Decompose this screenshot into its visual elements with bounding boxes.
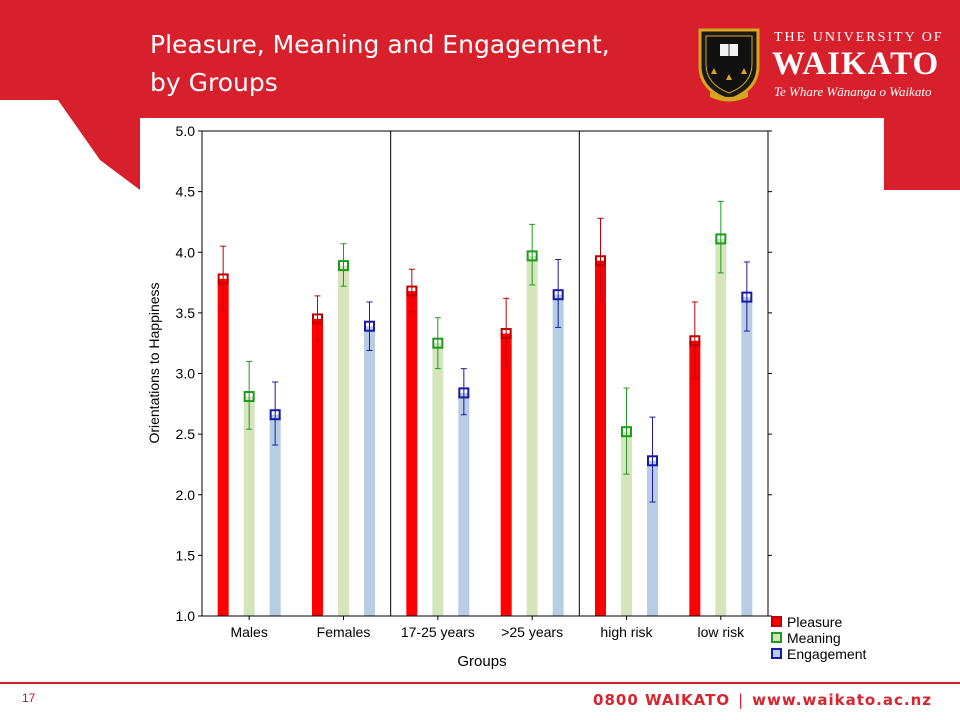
y-tick-label: 2.0 <box>176 487 196 503</box>
mean-marker <box>647 455 658 467</box>
footer-contact: 0800 WAIKATO | www.waikato.ac.nz <box>593 691 932 709</box>
slide-title: Pleasure, Meaning and Engagement, by Gro… <box>150 26 670 102</box>
x-tick-label: Females <box>317 624 371 640</box>
bar-meaning <box>715 238 727 616</box>
axis-layer: 1.0 1.5 2.0 2.5 3.0 3.5 4.0 4.5 5.0 Males Females 1… <box>176 123 772 640</box>
grid-layer <box>390 131 580 616</box>
mean-marker <box>217 273 229 285</box>
bar-chart: 1.0 1.5 2.0 2.5 3.0 3.5 4.0 4.5 5.0 Males Females 1… <box>146 123 867 670</box>
university-name-big: WAIKATO <box>772 46 940 82</box>
university-name-small: THE UNIVERSITY OF <box>774 30 944 45</box>
mean-marker <box>243 391 255 403</box>
x-tick-label: >25 years <box>501 624 563 640</box>
x-tick-label: 17-25 years <box>401 624 475 640</box>
university-logo: THE UNIVERSITY OF WAIKATO Te Whare Wānan… <box>696 26 946 106</box>
bar-meaning <box>621 431 632 616</box>
mean-marker <box>458 387 470 399</box>
mean-marker <box>715 233 727 245</box>
y-tick-label: 3.5 <box>176 305 196 321</box>
mean-marker <box>269 409 281 421</box>
bar-pleasure <box>312 318 323 616</box>
mean-marker <box>500 327 512 339</box>
mean-marker <box>552 289 564 301</box>
legend-swatch-meaning <box>771 632 782 643</box>
y-tick-label: 3.0 <box>176 366 196 382</box>
bar-engagement <box>552 294 564 616</box>
mean-marker <box>526 250 538 262</box>
y-tick-label: 1.0 <box>176 608 196 624</box>
footer-divider <box>0 682 960 684</box>
y-axis-label: Orientations to Happiness <box>146 282 162 443</box>
mean-marker <box>432 337 444 349</box>
chart-panel: 1.0 1.5 2.0 2.5 3.0 3.5 4.0 4.5 5.0 Males Females 1… <box>140 118 884 678</box>
university-crest-icon <box>698 28 760 102</box>
legend-swatch-pleasure <box>771 616 782 627</box>
bar-pleasure <box>217 278 229 616</box>
bar-engagement <box>364 326 375 616</box>
slide-title-line2: by Groups <box>150 68 278 97</box>
bar-pleasure <box>689 340 701 616</box>
bar-meaning <box>432 343 444 616</box>
mean-marker <box>741 291 753 303</box>
mean-marker <box>364 320 375 332</box>
mean-marker <box>312 313 323 325</box>
plot-frame <box>201 130 769 617</box>
footer-phone: 0800 WAIKATO <box>593 691 731 709</box>
mean-marker <box>689 335 701 347</box>
legend-label-engagement: Engagement <box>787 646 867 662</box>
mean-marker <box>406 285 418 297</box>
y-tick-label: 5.0 <box>176 123 196 139</box>
bar-engagement <box>458 392 470 616</box>
bar-pleasure <box>406 291 418 616</box>
bar-layer <box>217 200 753 616</box>
slide-title-line1: Pleasure, Meaning and Engagement, <box>150 30 610 59</box>
bar-engagement <box>741 297 753 616</box>
mean-marker <box>621 426 632 438</box>
x-tick-label: Males <box>230 624 267 640</box>
footer-separator: | <box>738 691 745 709</box>
bar-engagement <box>647 460 658 616</box>
legend-label-pleasure: Pleasure <box>787 614 842 630</box>
mean-marker <box>595 255 606 267</box>
mean-marker <box>338 260 349 272</box>
y-tick-label: 1.5 <box>176 547 196 563</box>
x-tick-label: low risk <box>697 624 745 640</box>
y-tick-label: 2.5 <box>176 426 196 442</box>
x-axis-label: Groups <box>457 653 506 670</box>
page-number: 17 <box>22 691 36 705</box>
y-tick-label: 4.0 <box>176 244 196 260</box>
footer-url[interactable]: www.waikato.ac.nz <box>752 691 932 709</box>
bar-pleasure <box>500 333 512 616</box>
legend-label-meaning: Meaning <box>787 630 841 646</box>
bar-meaning <box>243 396 255 616</box>
bar-meaning <box>526 255 538 616</box>
y-tick-label: 4.5 <box>176 184 196 200</box>
x-tick-label: high risk <box>600 624 653 640</box>
bar-engagement <box>269 414 281 616</box>
bar-meaning <box>338 265 349 616</box>
bar-pleasure <box>595 260 606 616</box>
legend-swatch-engagement <box>771 648 782 659</box>
university-tagline: Te Whare Wānanga o Waikato <box>774 84 932 99</box>
